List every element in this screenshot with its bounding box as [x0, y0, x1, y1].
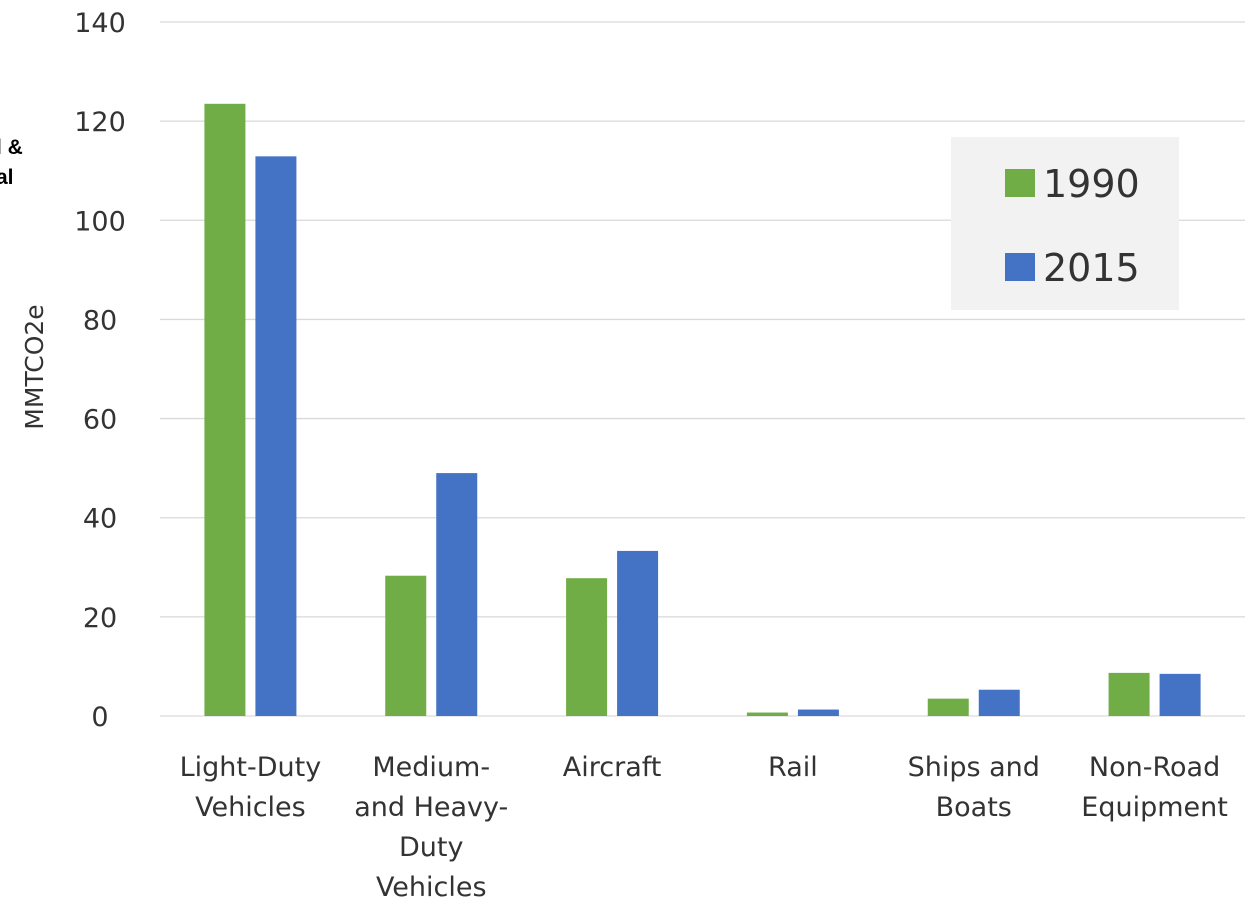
bar-2015-2 — [617, 550, 659, 716]
bar-2015-3 — [797, 709, 839, 716]
x-category-line: Medium- — [372, 752, 490, 783]
x-category-label: Light-Duty Vehicles — [180, 752, 322, 823]
y-tick-label: 20 — [83, 603, 117, 634]
x-category-label: Aircraft — [563, 752, 662, 783]
x-category-line: Boats — [936, 792, 1012, 823]
bars — [204, 103, 1201, 717]
legend-swatch — [1005, 253, 1035, 281]
x-category-line: and Heavy- — [354, 792, 508, 823]
legend-box — [951, 137, 1179, 310]
x-category-line: Non-Road — [1089, 752, 1220, 783]
x-axis-categories: Light-Duty Vehicles Medium-and Heavy- Duty V… — [180, 752, 1228, 903]
bar-1990-4 — [927, 698, 969, 716]
y-tick-label: 140 — [74, 8, 126, 39]
y-tick-label: 60 — [83, 405, 117, 436]
y-axis-ticks: 0 20 40 60 80 100 120 140 — [74, 8, 126, 733]
bar-2015-4 — [978, 689, 1020, 716]
gridlines — [160, 21, 1245, 717]
bar-1990-2 — [566, 578, 608, 716]
x-category-line: Rail — [768, 752, 818, 783]
x-category-line: Ships and — [908, 752, 1040, 783]
y-tick-label: 40 — [83, 504, 117, 535]
clipped-text-fragment: al — [0, 166, 14, 189]
legend-label: 1990 — [1043, 162, 1140, 206]
x-category-label: Ships and Boats — [908, 752, 1040, 823]
x-category-label: Rail — [768, 752, 818, 783]
bar-1990-0 — [204, 103, 246, 717]
x-category-line: Vehicles — [376, 872, 487, 903]
y-tick-label: 80 — [83, 305, 117, 336]
y-tick-label: 120 — [74, 107, 126, 138]
x-category-line: Light-Duty — [180, 752, 322, 783]
y-tick-label: 0 — [91, 702, 108, 733]
bar-1990-3 — [746, 712, 788, 716]
bar-1990-1 — [385, 575, 427, 716]
bar-2015-0 — [255, 156, 297, 717]
y-tick-label: 100 — [74, 206, 126, 237]
x-category-line: Aircraft — [563, 752, 662, 783]
legend-label: 2015 — [1043, 246, 1140, 290]
x-category-line: Vehicles — [195, 792, 306, 823]
x-category-line: Equipment — [1081, 792, 1228, 823]
legend-swatch — [1005, 169, 1035, 197]
clipped-text-fragment: l & — [0, 136, 23, 159]
x-category-label: Medium-and Heavy- Duty Vehicles — [354, 752, 508, 903]
bar-2015-1 — [436, 473, 478, 716]
x-category-label: Non-Road Equipment — [1081, 752, 1228, 823]
bar-1990-5 — [1108, 672, 1150, 716]
x-category-line: Duty — [399, 832, 463, 863]
clipped-side-text: l & al — [0, 136, 23, 189]
y-axis-label: MMTCO2e — [20, 304, 49, 429]
legend: 1990 2015 — [951, 137, 1179, 310]
bar-2015-5 — [1159, 673, 1201, 716]
